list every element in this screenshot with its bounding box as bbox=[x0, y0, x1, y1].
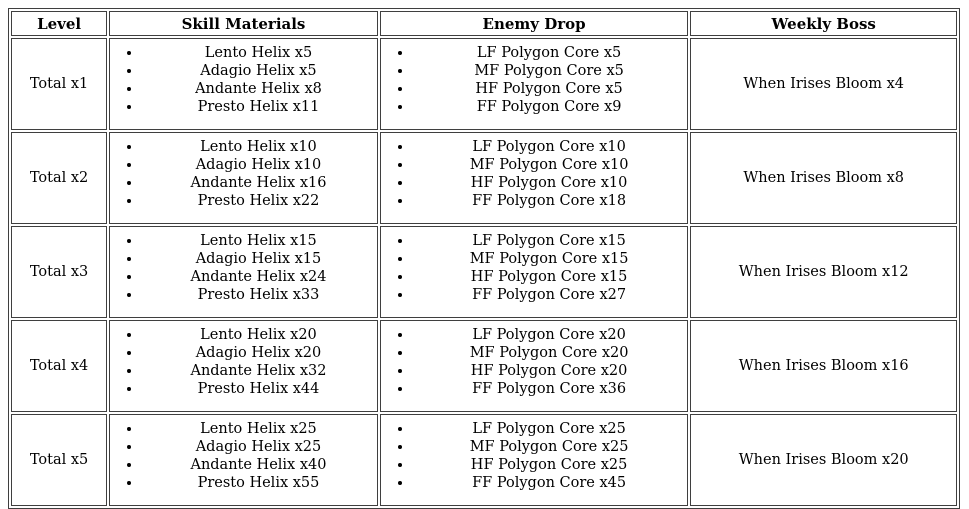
list-item: LF Polygon Core x15 bbox=[413, 232, 686, 250]
list-item: Adagio Helix x5 bbox=[142, 62, 375, 80]
list-item: MF Polygon Core x10 bbox=[413, 156, 686, 174]
list-item: FF Polygon Core x9 bbox=[413, 98, 686, 116]
list-item: Lento Helix x15 bbox=[142, 232, 375, 250]
list-item: Andante Helix x16 bbox=[142, 174, 375, 192]
list-item: LF Polygon Core x20 bbox=[413, 326, 686, 344]
list-item: Presto Helix x11 bbox=[142, 98, 375, 116]
list-item: HF Polygon Core x5 bbox=[413, 80, 686, 98]
list-item: Presto Helix x33 bbox=[142, 286, 375, 304]
list-item: Adagio Helix x10 bbox=[142, 156, 375, 174]
level-cell: Total x4 bbox=[11, 320, 108, 412]
list-item: Adagio Helix x25 bbox=[142, 438, 375, 456]
materials-table: Level Skill Materials Enemy Drop Weekly … bbox=[8, 8, 960, 509]
list-item: Lento Helix x25 bbox=[142, 420, 375, 438]
enemy-drop-cell: LF Polygon Core x10 MF Polygon Core x10 … bbox=[379, 132, 689, 224]
table-row: Total x4 Lento Helix x20 Adagio Helix x2… bbox=[11, 320, 957, 412]
skill-materials-cell: Lento Helix x25 Adagio Helix x25 Andante… bbox=[109, 414, 378, 506]
list-item: LF Polygon Core x10 bbox=[413, 138, 686, 156]
list-item: Presto Helix x55 bbox=[142, 474, 375, 492]
table-body: Total x1 Lento Helix x5 Adagio Helix x5 … bbox=[11, 38, 957, 506]
list-item: FF Polygon Core x18 bbox=[413, 192, 686, 210]
enemy-drop-list: LF Polygon Core x20 MF Polygon Core x20 … bbox=[383, 326, 686, 398]
list-item: Andante Helix x24 bbox=[142, 268, 375, 286]
list-item: Lento Helix x20 bbox=[142, 326, 375, 344]
list-item: Lento Helix x5 bbox=[142, 44, 375, 62]
skill-materials-cell: Lento Helix x5 Adagio Helix x5 Andante H… bbox=[109, 38, 378, 130]
weekly-boss-cell: When Irises Bloom x16 bbox=[690, 320, 957, 412]
list-item: HF Polygon Core x10 bbox=[413, 174, 686, 192]
enemy-drop-list: LF Polygon Core x10 MF Polygon Core x10 … bbox=[383, 138, 686, 210]
level-cell: Total x5 bbox=[11, 414, 108, 506]
weekly-boss-cell: When Irises Bloom x8 bbox=[690, 132, 957, 224]
enemy-drop-cell: LF Polygon Core x25 MF Polygon Core x25 … bbox=[379, 414, 689, 506]
table-row: Total x5 Lento Helix x25 Adagio Helix x2… bbox=[11, 414, 957, 506]
enemy-drop-list: LF Polygon Core x5 MF Polygon Core x5 HF… bbox=[383, 44, 686, 116]
header-enemy-drop: Enemy Drop bbox=[379, 11, 689, 36]
list-item: MF Polygon Core x5 bbox=[413, 62, 686, 80]
header-skill-materials: Skill Materials bbox=[109, 11, 378, 36]
list-item: Presto Helix x22 bbox=[142, 192, 375, 210]
weekly-boss-cell: When Irises Bloom x4 bbox=[690, 38, 957, 130]
skill-materials-cell: Lento Helix x15 Adagio Helix x15 Andante… bbox=[109, 226, 378, 318]
header-row: Level Skill Materials Enemy Drop Weekly … bbox=[11, 11, 957, 36]
header-level: Level bbox=[11, 11, 108, 36]
list-item: FF Polygon Core x27 bbox=[413, 286, 686, 304]
skill-materials-list: Lento Helix x15 Adagio Helix x15 Andante… bbox=[112, 232, 375, 304]
enemy-drop-cell: LF Polygon Core x20 MF Polygon Core x20 … bbox=[379, 320, 689, 412]
list-item: Presto Helix x44 bbox=[142, 380, 375, 398]
skill-materials-cell: Lento Helix x20 Adagio Helix x20 Andante… bbox=[109, 320, 378, 412]
skill-materials-list: Lento Helix x20 Adagio Helix x20 Andante… bbox=[112, 326, 375, 398]
enemy-drop-list: LF Polygon Core x25 MF Polygon Core x25 … bbox=[383, 420, 686, 492]
skill-materials-cell: Lento Helix x10 Adagio Helix x10 Andante… bbox=[109, 132, 378, 224]
list-item: Andante Helix x32 bbox=[142, 362, 375, 380]
list-item: HF Polygon Core x20 bbox=[413, 362, 686, 380]
weekly-boss-cell: When Irises Bloom x20 bbox=[690, 414, 957, 506]
list-item: Adagio Helix x15 bbox=[142, 250, 375, 268]
header-weekly-boss: Weekly Boss bbox=[690, 11, 957, 36]
list-item: MF Polygon Core x25 bbox=[413, 438, 686, 456]
enemy-drop-list: LF Polygon Core x15 MF Polygon Core x15 … bbox=[383, 232, 686, 304]
table-row: Total x2 Lento Helix x10 Adagio Helix x1… bbox=[11, 132, 957, 224]
enemy-drop-cell: LF Polygon Core x15 MF Polygon Core x15 … bbox=[379, 226, 689, 318]
list-item: Andante Helix x8 bbox=[142, 80, 375, 98]
list-item: Lento Helix x10 bbox=[142, 138, 375, 156]
table-row: Total x1 Lento Helix x5 Adagio Helix x5 … bbox=[11, 38, 957, 130]
list-item: MF Polygon Core x15 bbox=[413, 250, 686, 268]
enemy-drop-cell: LF Polygon Core x5 MF Polygon Core x5 HF… bbox=[379, 38, 689, 130]
skill-materials-list: Lento Helix x5 Adagio Helix x5 Andante H… bbox=[112, 44, 375, 116]
list-item: LF Polygon Core x25 bbox=[413, 420, 686, 438]
list-item: HF Polygon Core x15 bbox=[413, 268, 686, 286]
list-item: LF Polygon Core x5 bbox=[413, 44, 686, 62]
list-item: FF Polygon Core x36 bbox=[413, 380, 686, 398]
level-cell: Total x3 bbox=[11, 226, 108, 318]
skill-materials-list: Lento Helix x25 Adagio Helix x25 Andante… bbox=[112, 420, 375, 492]
list-item: MF Polygon Core x20 bbox=[413, 344, 686, 362]
level-cell: Total x2 bbox=[11, 132, 108, 224]
table-row: Total x3 Lento Helix x15 Adagio Helix x1… bbox=[11, 226, 957, 318]
list-item: FF Polygon Core x45 bbox=[413, 474, 686, 492]
list-item: HF Polygon Core x25 bbox=[413, 456, 686, 474]
list-item: Adagio Helix x20 bbox=[142, 344, 375, 362]
weekly-boss-cell: When Irises Bloom x12 bbox=[690, 226, 957, 318]
table-header: Level Skill Materials Enemy Drop Weekly … bbox=[11, 11, 957, 36]
skill-materials-list: Lento Helix x10 Adagio Helix x10 Andante… bbox=[112, 138, 375, 210]
list-item: Andante Helix x40 bbox=[142, 456, 375, 474]
level-cell: Total x1 bbox=[11, 38, 108, 130]
